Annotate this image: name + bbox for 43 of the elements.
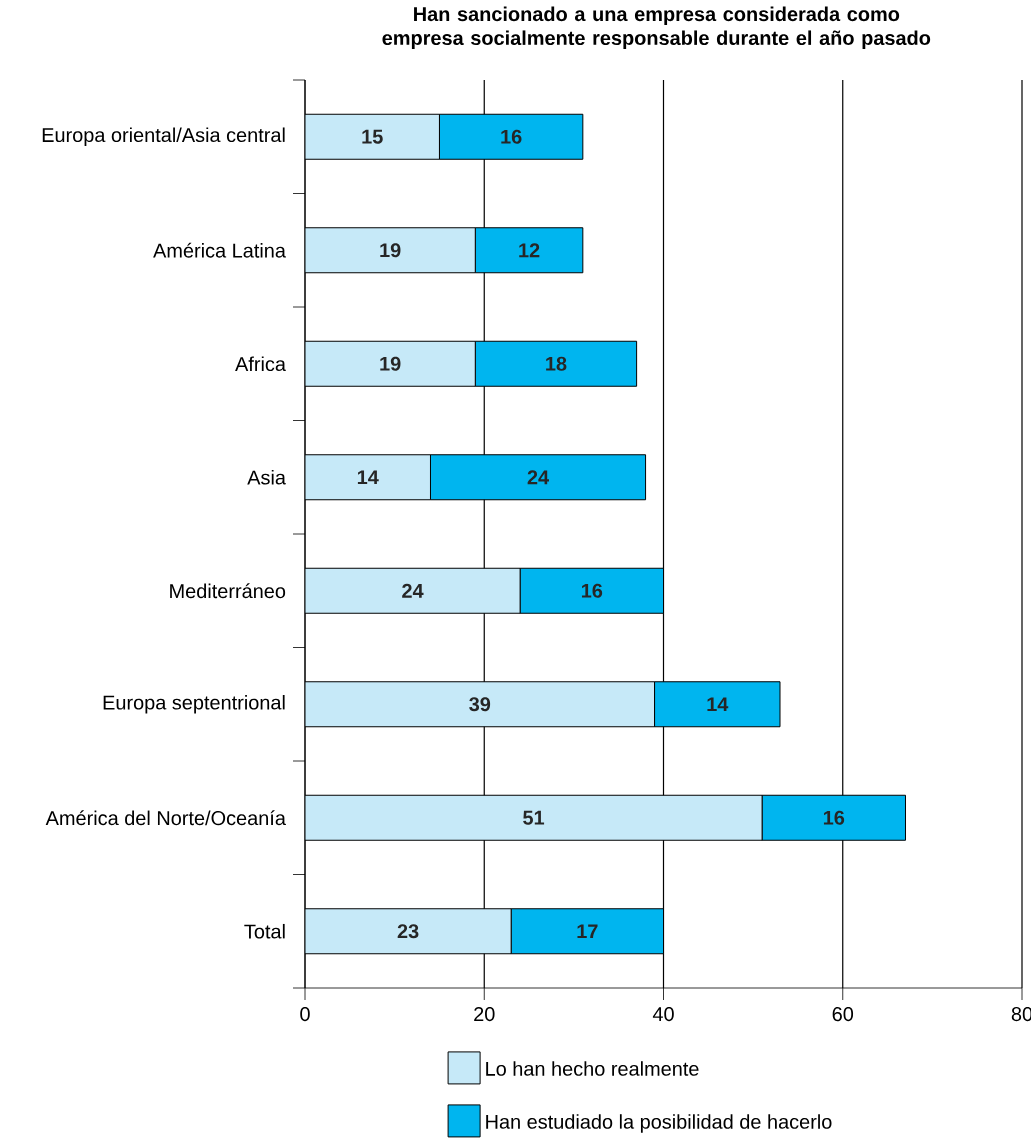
y-tick-label: Africa	[235, 356, 286, 372]
bar	[519, 567, 664, 614]
bar	[305, 113, 440, 160]
data-label: 12	[519, 243, 540, 258]
data-label: 19	[380, 356, 401, 371]
y-tick-label: Total	[244, 923, 285, 939]
bar	[305, 681, 656, 728]
x-tick-label: 0	[300, 1007, 310, 1022]
x-tick-label: 60	[832, 1007, 854, 1022]
bar	[305, 340, 476, 387]
bar	[305, 567, 521, 614]
y-tick-label: América del Norte/Oceanía	[45, 810, 286, 826]
data-label: 51	[523, 810, 545, 825]
legend-label: Lo han hecho realmente	[486, 1061, 699, 1076]
data-label: 16	[823, 810, 845, 825]
y-tick-label: Asia	[247, 469, 286, 485]
data-label: 18	[546, 356, 567, 371]
x-tick-label: 40	[652, 1007, 674, 1022]
bar	[474, 227, 584, 274]
data-label: 14	[707, 697, 729, 712]
data-label: 23	[397, 924, 419, 939]
y-tick-label: América Latina	[153, 242, 286, 258]
data-label: 39	[469, 697, 491, 712]
legend-label: Han estudiado la posibilidad de hacerlo	[486, 1114, 832, 1133]
y-tick-label: Europa septentrional	[103, 694, 285, 714]
data-label: 16	[581, 583, 603, 598]
x-tick-label: 20	[474, 1007, 495, 1022]
y-tick-label: Europa oriental/Asia central	[42, 127, 285, 147]
data-label: 24	[402, 583, 424, 598]
bar	[305, 794, 763, 841]
bar	[305, 454, 431, 501]
data-label: 19	[380, 243, 401, 258]
data-label: 16	[501, 129, 522, 144]
bar	[474, 340, 638, 387]
bar	[305, 227, 476, 274]
bar	[305, 908, 512, 955]
data-label: 14	[357, 470, 379, 485]
y-tick-label: Mediterráneo	[170, 583, 286, 599]
bar	[429, 454, 647, 501]
data-label: 15	[362, 129, 383, 144]
chart-title: Han sancionado a una empresa considerada como empresa socialmente responsable durante el año pasado	[382, 6, 931, 49]
data-label: 17	[577, 924, 598, 939]
data-label: 24	[527, 470, 549, 485]
